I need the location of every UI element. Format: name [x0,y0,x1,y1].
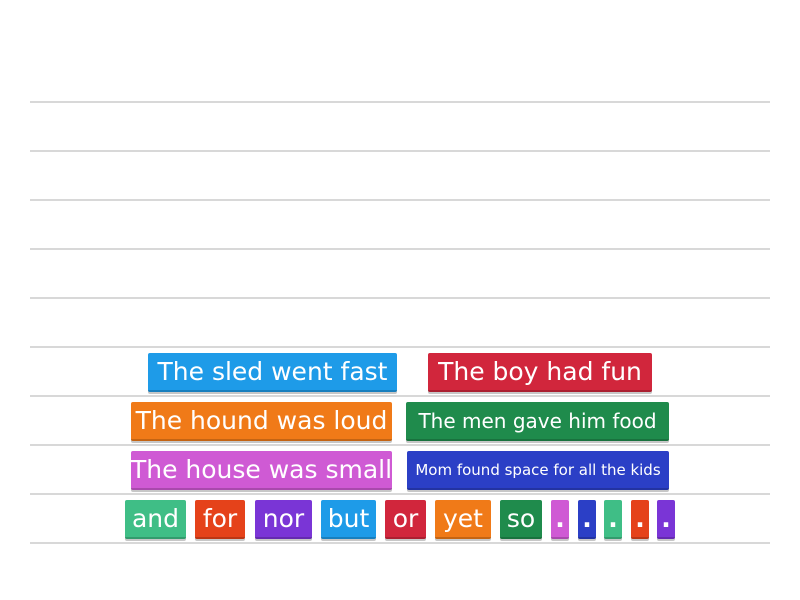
answer-line [30,248,770,250]
tile-nor[interactable]: nor [255,500,312,539]
answer-line [30,493,770,495]
tile-period[interactable]: . [604,500,622,539]
tile-period[interactable]: . [551,500,569,539]
tile-but[interactable]: but [321,500,376,539]
tile-or[interactable]: or [385,500,426,539]
tile-so[interactable]: so [500,500,542,539]
answer-line [30,444,770,446]
answer-line [30,150,770,152]
tile-men[interactable]: The men gave him food [406,402,669,441]
tile-period[interactable]: . [578,500,596,539]
tile-and[interactable]: and [125,500,186,539]
tile-hound[interactable]: The hound was loud [131,402,392,441]
answer-line [30,297,770,299]
answer-line [30,199,770,201]
tile-mom[interactable]: Mom found space for all the kids [407,451,669,490]
tile-house[interactable]: The house was small [131,451,392,490]
answer-line [30,542,770,544]
tile-for[interactable]: for [195,500,245,539]
answer-line [30,101,770,103]
tile-boy[interactable]: The boy had fun [428,353,652,392]
answer-line [30,395,770,397]
answer-line [30,346,770,348]
tile-period[interactable]: . [657,500,675,539]
tile-period[interactable]: . [631,500,649,539]
tile-sled[interactable]: The sled went fast [148,353,397,392]
tile-yet[interactable]: yet [435,500,491,539]
